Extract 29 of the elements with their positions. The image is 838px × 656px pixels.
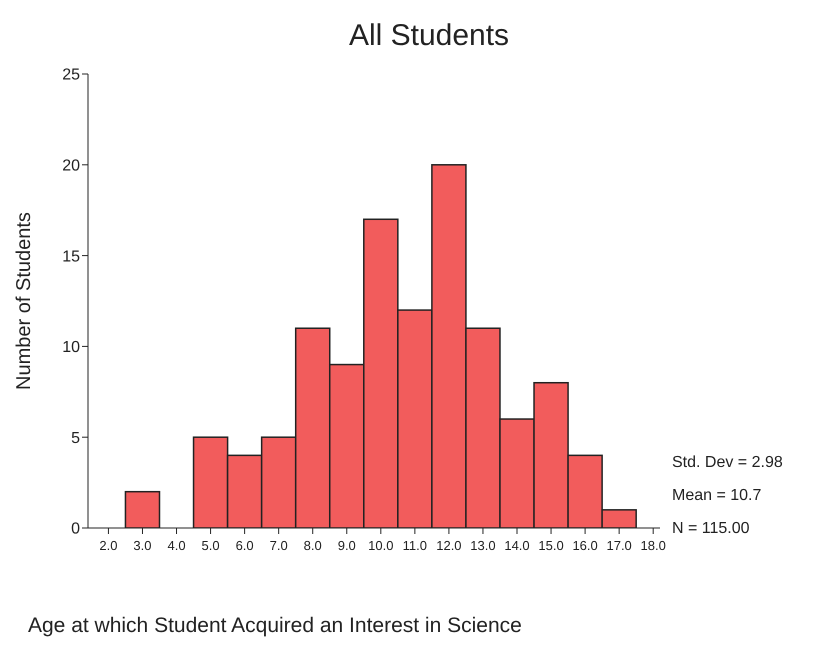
- text: Mean = 10.7: [672, 487, 762, 506]
- y-tick-label: 25: [62, 66, 80, 84]
- x-tick-label: 6.0: [236, 538, 254, 553]
- text: Std. Dev = 2.98: [672, 454, 783, 473]
- x-tick-label: 8.0: [304, 538, 322, 553]
- y-tick-label: 15: [62, 248, 80, 266]
- x-tick-label: 2.0: [99, 538, 118, 553]
- x-tick-label: 13.0: [470, 538, 496, 553]
- x-tick-label: 12.0: [436, 538, 462, 553]
- y-tick-label: 20: [62, 157, 80, 174]
- x-tick-label: 10.0: [368, 538, 394, 553]
- y-tick-label: 10: [62, 339, 80, 356]
- x-tick-label: 5.0: [202, 538, 220, 553]
- x-tick-label: 3.0: [133, 538, 152, 553]
- x-axis-title: Age at which Student Acquired an Interest in Science: [27, 614, 523, 638]
- y-tick-label: 0: [71, 520, 80, 538]
- x-tick-label: 17.0: [606, 538, 632, 553]
- x-tick-label: 7.0: [270, 538, 288, 553]
- x-tick-label: 15.0: [538, 538, 564, 553]
- x-tick-label: 18.0: [640, 538, 666, 553]
- x-tick-label: 16.0: [572, 538, 598, 553]
- chart-title: All Students: [348, 18, 510, 54]
- y-axis-title: Number of Students: [13, 212, 36, 390]
- x-tick-label: 11.0: [402, 538, 428, 553]
- x-tick-label: 9.0: [338, 538, 356, 553]
- x-tick-label: 4.0: [167, 538, 186, 553]
- y-tick-label: 5: [71, 430, 80, 447]
- x-tick-label: 14.0: [504, 538, 530, 553]
- text: N = 115.00: [672, 520, 751, 539]
